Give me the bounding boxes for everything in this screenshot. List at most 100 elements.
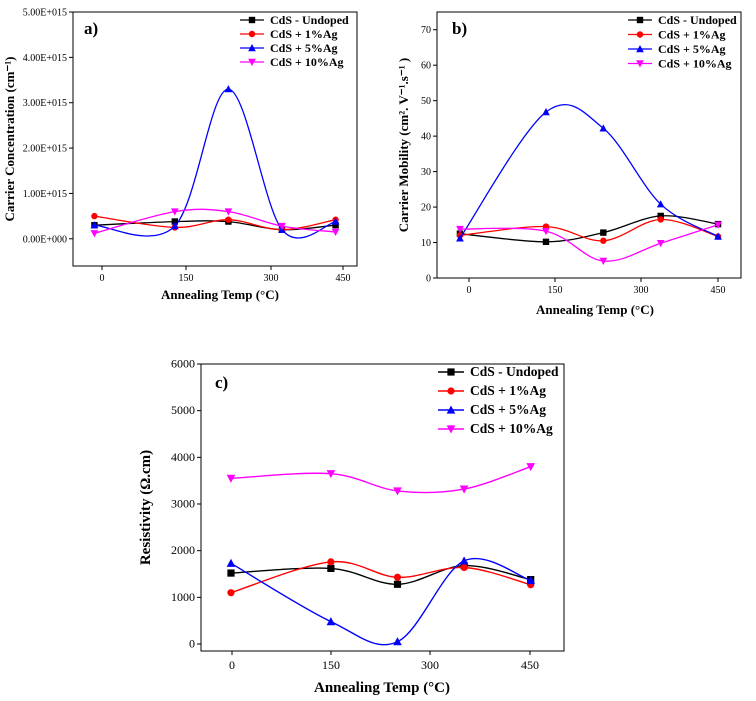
legend-label: CdS + 10%Ag xyxy=(658,57,732,71)
y-axis-label: Carrier Mobility (cm². V⁻¹.s⁻¹ ) xyxy=(396,58,411,232)
legend-label: CdS + 10%Ag xyxy=(270,55,344,69)
series-line xyxy=(459,224,719,262)
y-axis-label: Carrier Concentration (cm⁻¹) xyxy=(2,56,17,221)
y-tick-label: 2.00E+015 xyxy=(23,144,67,155)
x-tick-label: 300 xyxy=(421,658,439,672)
x-tick-label: 0 xyxy=(467,285,472,296)
y-tick-label: 10 xyxy=(421,238,431,249)
x-tick-label: 150 xyxy=(322,658,340,672)
y-axis-label: Resistivity (Ω.cm) xyxy=(138,450,154,565)
x-tick-label: 300 xyxy=(264,273,279,284)
legend-marker xyxy=(248,16,256,24)
y-tick-label: 1.00E+015 xyxy=(23,189,67,200)
series-line xyxy=(230,466,531,494)
x-tick-label: 450 xyxy=(336,273,351,284)
plot-frame xyxy=(436,11,742,279)
data-point xyxy=(91,212,98,220)
data-point xyxy=(542,238,550,246)
y-tick-label: 70 xyxy=(421,25,431,36)
data-point xyxy=(278,222,286,231)
y-tick-label: 5.00E+015 xyxy=(23,8,67,19)
legend-label: CdS + 1%Ag xyxy=(658,28,726,42)
y-tick-label: 2000 xyxy=(171,543,195,557)
data-point xyxy=(600,237,607,244)
y-tick-label: 1000 xyxy=(171,590,195,604)
panel-label: b) xyxy=(452,19,467,38)
data-point xyxy=(456,225,464,234)
legend-marker xyxy=(446,405,456,414)
y-tick-label: 30 xyxy=(421,167,431,178)
y-tick-label: 50 xyxy=(421,96,431,107)
data-point xyxy=(331,228,340,236)
y-tick-label: 0 xyxy=(189,637,195,651)
data-point xyxy=(714,221,722,229)
x-axis-label: Annealing Temp (°C) xyxy=(536,302,654,317)
series-line xyxy=(230,561,531,594)
data-point xyxy=(227,569,235,577)
x-tick-label: 0 xyxy=(100,273,105,284)
data-point xyxy=(332,221,339,229)
y-tick-label: 3.00E+015 xyxy=(23,98,67,109)
legend-marker xyxy=(446,425,456,434)
legend-label: CdS + 5%Ag xyxy=(658,42,726,56)
x-tick-label: 450 xyxy=(521,658,539,672)
data-point xyxy=(460,563,468,572)
data-point xyxy=(459,485,469,494)
data-point xyxy=(393,573,402,581)
y-tick-label: 60 xyxy=(421,61,431,72)
plot-frame xyxy=(72,11,358,267)
data-point xyxy=(326,617,336,626)
legend-marker xyxy=(248,30,256,38)
legend-marker xyxy=(447,387,455,395)
data-point xyxy=(599,257,608,265)
data-point xyxy=(326,470,336,479)
data-point xyxy=(656,240,665,248)
data-point xyxy=(459,556,469,565)
data-point xyxy=(542,108,550,116)
x-tick-label: 150 xyxy=(548,285,563,296)
data-point xyxy=(526,576,536,585)
y-tick-label: 5000 xyxy=(171,403,195,417)
x-tick-label: 0 xyxy=(229,658,235,672)
data-point xyxy=(393,580,402,588)
series-line xyxy=(94,88,336,239)
legend-marker xyxy=(636,31,644,38)
y-tick-label: 0.00E+000 xyxy=(23,234,67,245)
y-tick-label: 20 xyxy=(421,203,431,214)
data-point xyxy=(171,218,179,225)
data-point xyxy=(90,230,99,238)
data-point xyxy=(657,212,664,220)
y-tick-label: 40 xyxy=(421,132,431,143)
legend-marker xyxy=(636,45,644,53)
y-tick-label: 4.00E+015 xyxy=(23,53,67,64)
x-tick-label: 300 xyxy=(634,285,649,296)
y-tick-label: 3000 xyxy=(171,497,195,511)
data-point xyxy=(331,217,340,225)
panel-label: a) xyxy=(84,19,98,38)
data-point xyxy=(170,222,179,230)
plot-frame xyxy=(200,363,565,652)
data-point xyxy=(224,85,233,93)
data-point xyxy=(170,208,179,216)
data-point xyxy=(393,487,402,496)
legend-label: CdS - Undoped xyxy=(270,13,349,27)
x-tick-label: 450 xyxy=(711,285,726,296)
data-point xyxy=(542,227,550,236)
legend-label: CdS + 5%Ag xyxy=(470,402,546,417)
chart-c: 0 150 300 450 0 1000 2000 3000 4000 5000 6000 CdS -… xyxy=(138,357,565,696)
data-point xyxy=(227,589,235,597)
legend-label: CdS + 5%Ag xyxy=(270,41,338,55)
data-point xyxy=(226,558,236,567)
panel-label: c) xyxy=(215,373,228,392)
data-point xyxy=(226,474,236,483)
y-tick-label: 0 xyxy=(426,274,431,285)
legend-label: CdS + 1%Ag xyxy=(470,383,546,398)
y-tick-label: 4000 xyxy=(171,450,195,464)
legend-marker xyxy=(248,44,256,52)
legend-label: CdS + 1%Ag xyxy=(270,27,338,41)
legend-label: CdS + 10%Ag xyxy=(470,421,553,436)
legend-marker xyxy=(636,16,644,24)
data-point xyxy=(327,558,335,566)
legend-marker xyxy=(248,58,256,66)
